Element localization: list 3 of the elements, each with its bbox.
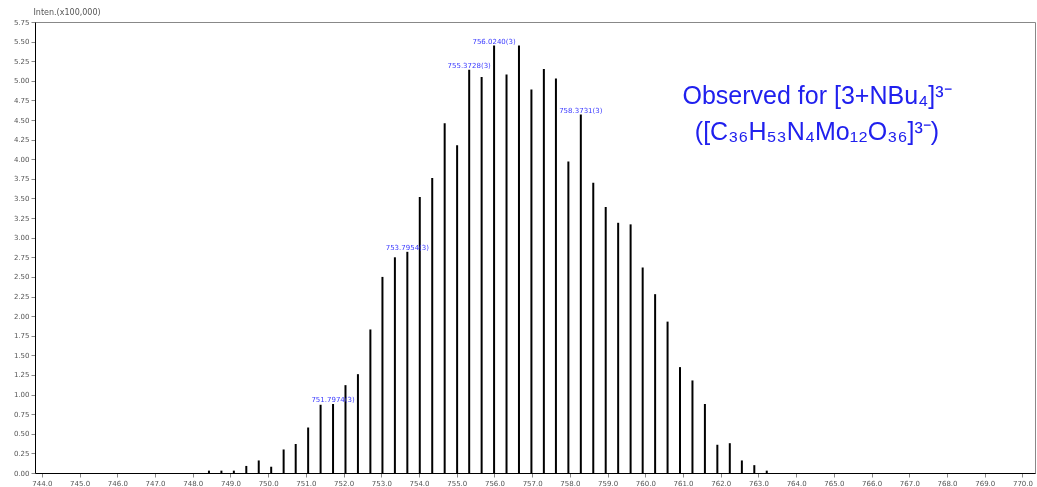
y-axis-title: Inten.(x100,000) — [33, 7, 101, 17]
annotation: ([C₃₆H₅₃N₄Mo₁₂O₃₆]³⁻) — [694, 117, 940, 145]
annotation: Observed for [3+NBu₄]³⁻ — [682, 81, 952, 109]
